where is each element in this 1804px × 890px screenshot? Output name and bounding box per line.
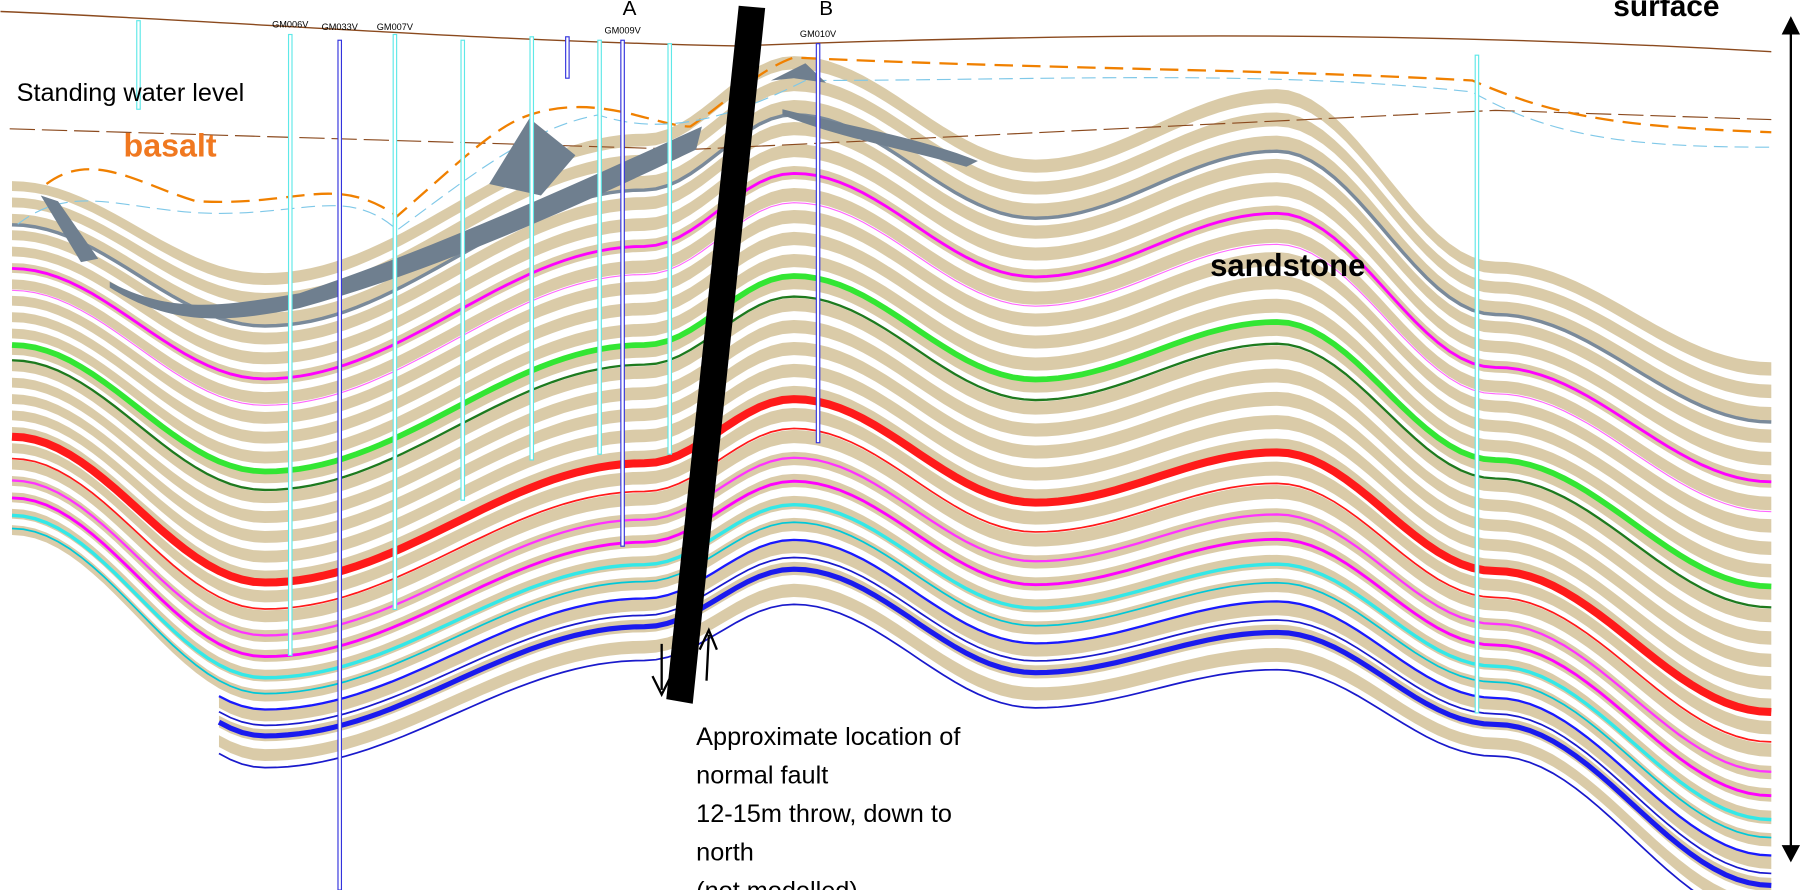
fault-arrow-up xyxy=(700,630,717,681)
borehole xyxy=(530,37,533,460)
fault-note-line: 12-15m throw, down to xyxy=(696,800,952,828)
borehole-label: GM007V xyxy=(377,22,414,32)
borehole xyxy=(1475,55,1478,713)
cross-section: GM006V GM033V GM007V GM009V GM010V surface S… xyxy=(0,0,1804,890)
borehole-label: GM010V xyxy=(800,29,837,39)
fault-note: Approximate location of normal fault 12-15… xyxy=(696,723,961,890)
borehole xyxy=(621,40,624,546)
borehole xyxy=(338,40,341,890)
borehole xyxy=(668,44,671,455)
section-b: B xyxy=(819,0,833,20)
borehole xyxy=(289,34,292,655)
sandstone-label: sandstone xyxy=(1210,248,1365,283)
borehole xyxy=(598,40,601,454)
borehole xyxy=(566,37,569,78)
fault-note-line: north xyxy=(696,839,754,867)
borehole xyxy=(461,40,464,500)
fault-note-line: (not modelled) xyxy=(696,877,858,890)
section-a: A xyxy=(623,0,637,20)
fault-note-line: Approximate location of xyxy=(696,723,961,751)
borehole-label: GM033V xyxy=(322,22,359,32)
borehole-label: GM009V xyxy=(604,25,641,35)
surface-label: surface xyxy=(1613,0,1719,23)
ground-surface xyxy=(1,11,1772,51)
water-level-label: Standing water level xyxy=(17,79,245,107)
basalt-label: basalt xyxy=(124,127,217,163)
borehole-label: GM006V xyxy=(272,20,309,30)
borehole xyxy=(393,34,396,609)
fault-note-line: normal fault xyxy=(696,762,828,790)
borehole xyxy=(816,44,819,443)
page: {"labels": {"surface": "surface", "water… xyxy=(0,0,1804,890)
